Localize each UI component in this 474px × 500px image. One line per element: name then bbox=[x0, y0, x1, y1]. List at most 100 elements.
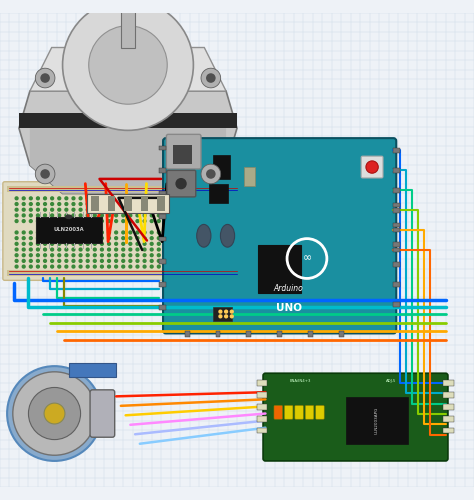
Circle shape bbox=[115, 208, 118, 211]
Circle shape bbox=[201, 164, 221, 184]
Circle shape bbox=[115, 197, 118, 200]
Circle shape bbox=[79, 265, 82, 268]
Circle shape bbox=[150, 202, 153, 205]
Circle shape bbox=[129, 236, 132, 240]
Circle shape bbox=[108, 254, 110, 256]
Bar bbox=[393, 188, 400, 192]
Circle shape bbox=[172, 197, 174, 200]
Circle shape bbox=[214, 220, 217, 222]
Circle shape bbox=[40, 169, 50, 179]
Circle shape bbox=[143, 260, 146, 262]
Circle shape bbox=[36, 248, 39, 251]
Circle shape bbox=[136, 231, 139, 234]
Circle shape bbox=[129, 202, 132, 205]
Circle shape bbox=[58, 208, 61, 211]
Circle shape bbox=[136, 202, 139, 205]
FancyBboxPatch shape bbox=[3, 182, 244, 280]
Circle shape bbox=[79, 202, 82, 205]
Circle shape bbox=[164, 208, 167, 211]
Circle shape bbox=[157, 220, 160, 222]
Circle shape bbox=[79, 248, 82, 251]
Circle shape bbox=[65, 214, 68, 217]
Bar bbox=[443, 428, 454, 434]
Circle shape bbox=[44, 220, 46, 222]
Circle shape bbox=[179, 260, 182, 262]
Circle shape bbox=[100, 260, 103, 262]
Bar bbox=[339, 330, 344, 336]
Circle shape bbox=[164, 202, 167, 205]
Circle shape bbox=[214, 254, 217, 256]
Circle shape bbox=[179, 248, 182, 251]
Circle shape bbox=[89, 26, 167, 104]
Circle shape bbox=[143, 197, 146, 200]
Circle shape bbox=[86, 265, 89, 268]
Circle shape bbox=[175, 178, 187, 190]
Circle shape bbox=[122, 260, 125, 262]
Circle shape bbox=[207, 236, 210, 240]
Circle shape bbox=[172, 208, 174, 211]
Circle shape bbox=[186, 208, 189, 211]
Circle shape bbox=[36, 208, 39, 211]
Circle shape bbox=[86, 197, 89, 200]
Circle shape bbox=[86, 236, 89, 240]
Circle shape bbox=[150, 231, 153, 234]
Circle shape bbox=[44, 208, 46, 211]
Circle shape bbox=[44, 254, 46, 256]
Bar bbox=[121, 0, 135, 48]
Circle shape bbox=[150, 220, 153, 222]
Circle shape bbox=[129, 220, 132, 222]
Circle shape bbox=[58, 260, 61, 262]
Circle shape bbox=[157, 254, 160, 256]
Circle shape bbox=[51, 214, 54, 217]
Circle shape bbox=[29, 197, 32, 200]
Circle shape bbox=[72, 197, 75, 200]
Text: Arduino: Arduino bbox=[274, 284, 304, 294]
Circle shape bbox=[79, 260, 82, 262]
Circle shape bbox=[72, 231, 75, 234]
Circle shape bbox=[29, 208, 32, 211]
Circle shape bbox=[200, 214, 203, 217]
Circle shape bbox=[200, 242, 203, 246]
Circle shape bbox=[150, 208, 153, 211]
Bar bbox=[393, 242, 400, 247]
Circle shape bbox=[100, 242, 103, 246]
Circle shape bbox=[100, 202, 103, 205]
Circle shape bbox=[136, 197, 139, 200]
Bar bbox=[393, 302, 400, 307]
Text: ULN2003APG: ULN2003APG bbox=[375, 407, 379, 434]
Circle shape bbox=[79, 214, 82, 217]
Circle shape bbox=[86, 208, 89, 211]
Bar bbox=[159, 214, 166, 218]
Circle shape bbox=[200, 254, 203, 256]
Circle shape bbox=[179, 242, 182, 246]
Circle shape bbox=[65, 254, 68, 256]
Bar bbox=[277, 330, 282, 336]
Circle shape bbox=[172, 214, 174, 217]
Circle shape bbox=[129, 208, 132, 211]
Circle shape bbox=[172, 265, 174, 268]
Circle shape bbox=[157, 242, 160, 246]
Circle shape bbox=[179, 265, 182, 268]
Circle shape bbox=[179, 202, 182, 205]
Bar bbox=[91, 196, 99, 211]
Circle shape bbox=[122, 236, 125, 240]
Bar bbox=[159, 191, 166, 196]
Bar bbox=[209, 184, 228, 203]
FancyBboxPatch shape bbox=[263, 373, 448, 461]
Circle shape bbox=[122, 214, 125, 217]
Circle shape bbox=[79, 208, 82, 211]
FancyBboxPatch shape bbox=[284, 406, 293, 419]
Bar bbox=[393, 202, 400, 207]
Circle shape bbox=[214, 242, 217, 246]
Circle shape bbox=[79, 236, 82, 240]
Circle shape bbox=[58, 231, 61, 234]
Bar bbox=[346, 397, 408, 444]
Circle shape bbox=[164, 265, 167, 268]
Circle shape bbox=[115, 254, 118, 256]
Circle shape bbox=[179, 214, 182, 217]
Circle shape bbox=[122, 231, 125, 234]
Circle shape bbox=[172, 248, 174, 251]
Circle shape bbox=[122, 202, 125, 205]
Circle shape bbox=[86, 231, 89, 234]
Circle shape bbox=[108, 265, 110, 268]
